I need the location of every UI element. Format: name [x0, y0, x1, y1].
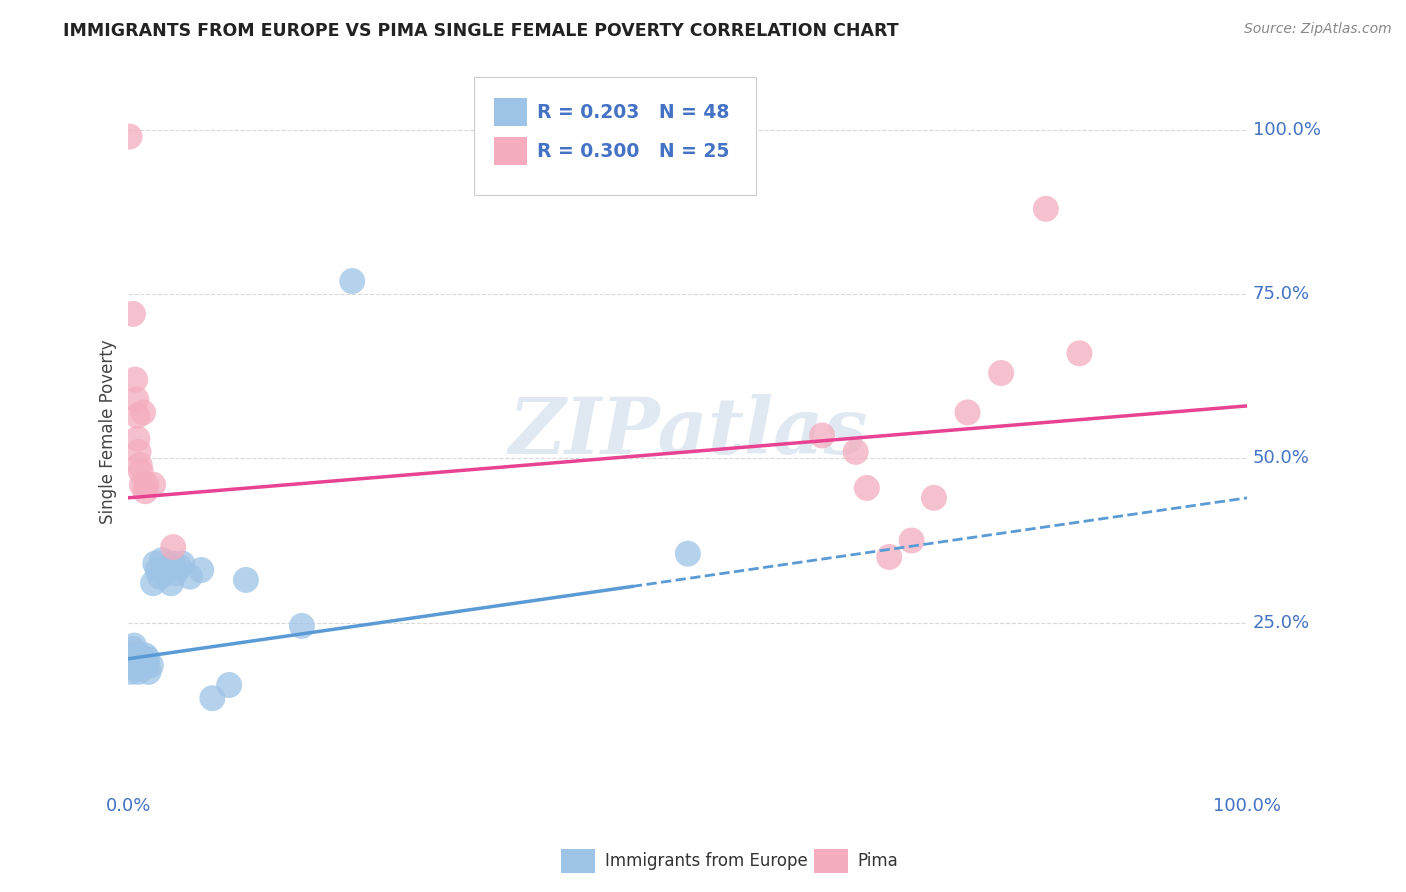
Point — [165, 566, 187, 581]
Point — [856, 481, 879, 495]
Point — [160, 576, 183, 591]
Point — [156, 563, 179, 577]
Point — [201, 691, 224, 706]
Point — [162, 557, 184, 571]
Text: 75.0%: 75.0% — [1253, 285, 1310, 303]
Point — [235, 573, 257, 587]
Point — [149, 569, 172, 583]
Point — [900, 533, 922, 548]
Text: R = 0.203   N = 48: R = 0.203 N = 48 — [537, 103, 730, 121]
Point — [179, 569, 201, 583]
Point — [134, 648, 156, 663]
Point — [121, 655, 143, 669]
Point — [125, 652, 148, 666]
Point — [990, 366, 1012, 380]
Point — [845, 445, 868, 459]
Point — [146, 563, 169, 577]
Point — [125, 662, 148, 676]
Point — [134, 484, 156, 499]
Text: IMMIGRANTS FROM EUROPE VS PIMA SINGLE FEMALE POVERTY CORRELATION CHART: IMMIGRANTS FROM EUROPE VS PIMA SINGLE FE… — [63, 22, 898, 40]
Point — [124, 373, 146, 387]
Point — [125, 392, 148, 407]
Point — [291, 619, 314, 633]
Point — [124, 648, 146, 663]
Point — [128, 445, 150, 459]
Point — [122, 307, 145, 321]
Text: 50.0%: 50.0% — [1253, 450, 1310, 467]
Point — [118, 652, 141, 666]
Point — [150, 553, 173, 567]
Point — [128, 652, 150, 666]
Point — [131, 658, 153, 673]
Point — [120, 658, 142, 673]
Point — [132, 405, 155, 419]
Point — [127, 658, 149, 673]
Point — [122, 641, 145, 656]
Point — [1069, 346, 1091, 360]
Point — [811, 428, 834, 442]
Point — [167, 559, 190, 574]
Point — [142, 576, 165, 591]
Y-axis label: Single Female Poverty: Single Female Poverty — [100, 340, 117, 524]
Point — [118, 129, 141, 144]
Point — [128, 648, 150, 663]
Point — [676, 547, 699, 561]
Point — [136, 652, 159, 666]
Point — [127, 432, 149, 446]
Point — [153, 566, 176, 581]
Point — [121, 648, 143, 663]
Point — [122, 658, 145, 673]
Point — [138, 665, 160, 679]
Point — [129, 652, 152, 666]
Point — [877, 549, 900, 564]
Point — [128, 458, 150, 472]
Point — [172, 557, 194, 571]
Point — [956, 405, 979, 419]
Point — [132, 652, 155, 666]
Text: Source: ZipAtlas.com: Source: ZipAtlas.com — [1244, 22, 1392, 37]
Point — [922, 491, 945, 505]
Point — [342, 274, 364, 288]
Point — [142, 477, 165, 491]
Point — [129, 465, 152, 479]
Point — [135, 477, 157, 491]
Point — [127, 409, 149, 423]
Point — [131, 477, 153, 491]
Point — [135, 658, 157, 673]
Text: 25.0%: 25.0% — [1253, 614, 1310, 632]
Point — [128, 655, 150, 669]
Point — [143, 557, 166, 571]
Point — [139, 658, 162, 673]
Point — [128, 665, 150, 679]
Point — [127, 648, 149, 663]
Point — [218, 678, 240, 692]
Text: R = 0.300   N = 25: R = 0.300 N = 25 — [537, 142, 730, 161]
Point — [122, 639, 145, 653]
Point — [1035, 202, 1057, 216]
Text: Immigrants from Europe: Immigrants from Europe — [605, 852, 807, 871]
Point — [124, 652, 146, 666]
Point — [162, 540, 184, 554]
Text: 100.0%: 100.0% — [1253, 121, 1320, 139]
Text: ZIPatlas: ZIPatlas — [508, 394, 868, 470]
Point — [120, 665, 142, 679]
Point — [134, 658, 156, 673]
Text: Pima: Pima — [858, 852, 898, 871]
Point — [190, 563, 212, 577]
Point — [122, 652, 145, 666]
